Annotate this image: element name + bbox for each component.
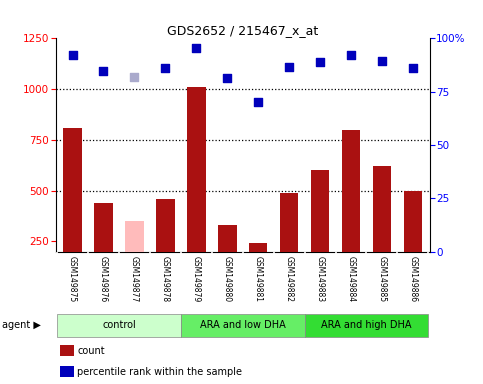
Bar (181, 314, 305, 337)
Bar (249, 243, 268, 292)
Point (285, 64, 293, 70)
Text: GSM149885: GSM149885 (377, 256, 386, 303)
Point (130, 74, 138, 80)
Text: ARA and low DHA: ARA and low DHA (200, 320, 285, 330)
Bar (156, 199, 175, 292)
Text: ARA and high DHA: ARA and high DHA (321, 320, 412, 330)
Text: control: control (102, 320, 136, 330)
Bar (280, 193, 298, 292)
Bar (305, 314, 428, 337)
Point (378, 58, 386, 64)
Title: GDS2652 / 215467_x_at: GDS2652 / 215467_x_at (167, 24, 318, 37)
Bar (125, 221, 144, 292)
Text: percentile rank within the sample: percentile rank within the sample (77, 367, 242, 377)
Text: GSM149884: GSM149884 (346, 256, 355, 303)
Bar (341, 130, 360, 292)
Bar (94, 203, 113, 292)
Bar (311, 170, 329, 292)
Bar (373, 166, 391, 292)
Text: GSM149883: GSM149883 (315, 256, 325, 303)
Text: GSM149879: GSM149879 (192, 256, 201, 303)
Text: GSM149877: GSM149877 (130, 256, 139, 303)
Point (161, 65, 169, 71)
Point (192, 45, 200, 51)
Point (255, 99, 262, 106)
Point (316, 59, 324, 65)
Text: GSM149882: GSM149882 (284, 256, 294, 302)
Text: GSM149881: GSM149881 (254, 256, 263, 302)
Point (99, 68, 107, 74)
Text: GSM149878: GSM149878 (161, 256, 170, 303)
Text: count: count (77, 346, 105, 356)
Point (347, 51, 355, 58)
Text: GSM149880: GSM149880 (223, 256, 232, 303)
Text: GSM149876: GSM149876 (99, 256, 108, 303)
Bar (404, 190, 422, 292)
Point (69, 51, 76, 58)
Bar (187, 87, 206, 292)
Text: GSM149875: GSM149875 (68, 256, 77, 303)
Point (409, 65, 417, 71)
Text: agent ▶: agent ▶ (2, 320, 41, 331)
Bar (63, 128, 82, 292)
Text: GSM149886: GSM149886 (408, 256, 417, 303)
Point (223, 75, 231, 81)
Bar (218, 225, 237, 292)
Bar (57, 314, 181, 337)
